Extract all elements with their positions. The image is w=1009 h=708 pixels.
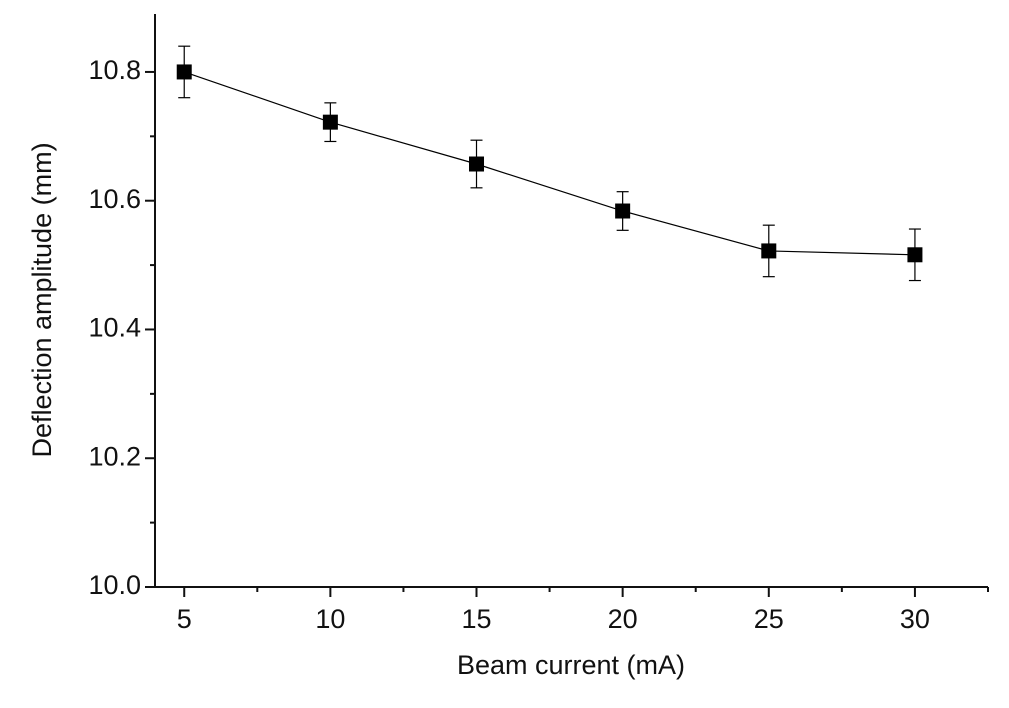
x-tick-label: 10 [315, 604, 345, 634]
y-tick-label: 10.6 [88, 184, 141, 214]
x-tick-label: 15 [461, 604, 491, 634]
y-axis-label: Deflection amplitude (mm) [27, 142, 57, 457]
y-tick-label: 10.2 [88, 441, 141, 471]
marker [176, 64, 192, 80]
marker [761, 243, 777, 259]
marker [469, 156, 485, 172]
x-axis-label: Beam current (mA) [457, 650, 685, 680]
marker [615, 203, 631, 219]
x-tick-label: 5 [177, 604, 192, 634]
data-line [184, 71, 915, 256]
y-tick-label: 10.4 [88, 313, 141, 343]
marker [907, 247, 923, 263]
x-tick-label: 30 [900, 604, 930, 634]
y-tick-label: 10.0 [88, 570, 141, 600]
marker [322, 114, 338, 130]
x-tick-label: 20 [608, 604, 638, 634]
x-tick-label: 25 [754, 604, 784, 634]
y-tick-label: 10.8 [88, 55, 141, 85]
